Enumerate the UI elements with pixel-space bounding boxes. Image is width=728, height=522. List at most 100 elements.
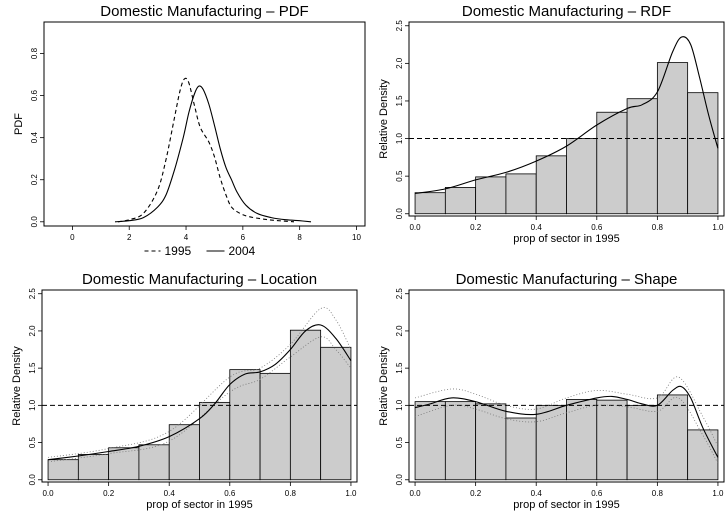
series-line-1995 xyxy=(117,77,295,223)
bar-2-6 xyxy=(566,138,598,215)
panel-title-2: Domestic Manufacturing – RDF xyxy=(462,3,671,20)
bar-3-8 xyxy=(259,372,291,481)
x-tick-label-2-4: 0.8 xyxy=(652,223,664,232)
x-tick-label-1-0: 0 xyxy=(70,233,75,242)
y-tick-label-3-3: 1.5 xyxy=(28,362,37,374)
bar-4-9 xyxy=(656,394,689,481)
y-tick-label-4-4: 2.0 xyxy=(395,325,404,337)
y-tick-label-3-5: 2.5 xyxy=(28,288,37,300)
bar-3-5 xyxy=(168,424,200,481)
y-tick-label-2-0: 0.0 xyxy=(395,208,404,220)
y-tick-label-4-2: 1.0 xyxy=(395,399,404,411)
y-axis-label-1: PDF xyxy=(13,113,25,135)
bar-4-7 xyxy=(596,399,628,481)
x-tick-label-2-2: 0.4 xyxy=(531,223,543,232)
bar-2-4 xyxy=(505,173,537,215)
x-tick-label-1-2: 4 xyxy=(184,233,189,242)
x-tick-label-2-3: 0.6 xyxy=(591,223,603,232)
y-tick-label-1-0: 0.0 xyxy=(30,216,39,228)
series-line-2004 xyxy=(114,85,312,223)
y-tick-label-4-5: 2.5 xyxy=(395,288,404,300)
bar-4-3 xyxy=(475,403,507,481)
bar-3-3 xyxy=(108,447,140,481)
panel-title-1: Domestic Manufacturing – PDF xyxy=(100,3,308,20)
bar-2-3 xyxy=(475,176,507,215)
bar-3-2 xyxy=(77,454,110,481)
plot-box-4 xyxy=(408,289,725,483)
x-tick-label-2-0: 0.0 xyxy=(409,223,421,232)
legend-label-2004: 2004 xyxy=(229,244,256,258)
x-tick-label-4-3: 0.6 xyxy=(591,489,603,498)
y-tick-label-4-3: 1.5 xyxy=(395,362,404,374)
y-tick-label-3-4: 2.0 xyxy=(28,325,37,337)
x-tick-label-4-5: 1.0 xyxy=(712,489,724,498)
band-upper-3 xyxy=(48,307,352,458)
y-tick-label-1-1: 0.2 xyxy=(30,174,39,186)
bar-4-6 xyxy=(566,398,598,481)
y-tick-label-2-5: 2.5 xyxy=(395,20,404,32)
bar-3-4 xyxy=(138,444,170,481)
bar-2-2 xyxy=(444,187,477,215)
x-tick-label-1-5: 10 xyxy=(352,233,361,242)
y-tick-label-2-3: 1.5 xyxy=(395,95,404,107)
band-lower-3 xyxy=(48,336,352,463)
bar-4-2 xyxy=(444,401,477,481)
x-tick-label-3-2: 0.4 xyxy=(164,489,176,498)
y-axis-label-4: Relative Density xyxy=(378,346,390,426)
bar-2-8 xyxy=(626,98,658,215)
x-tick-label-4-2: 0.4 xyxy=(531,489,543,498)
bar-3-6 xyxy=(199,401,231,481)
x-tick-label-4-4: 0.8 xyxy=(652,489,664,498)
x-tick-label-3-5: 1.0 xyxy=(345,489,357,498)
x-tick-label-2-1: 0.2 xyxy=(470,223,482,232)
plot-box-2 xyxy=(408,21,725,217)
band-lower-4 xyxy=(414,396,719,464)
y-tick-label-2-1: 0.5 xyxy=(395,170,404,182)
x-tick-label-3-1: 0.2 xyxy=(103,489,115,498)
bar-3-10 xyxy=(320,346,352,481)
x-tick-label-2-5: 1.0 xyxy=(712,223,724,232)
legend-label-1995: 1995 xyxy=(165,244,192,258)
y-tick-label-3-0: 0.0 xyxy=(28,474,37,486)
bar-3-7 xyxy=(229,369,261,481)
y-axis-label-2: Relative Density xyxy=(378,79,390,159)
bar-4-10 xyxy=(687,429,719,481)
smooth-curve-3 xyxy=(48,324,352,461)
y-axis-label-3: Relative Density xyxy=(11,346,23,426)
x-tick-label-4-0: 0.0 xyxy=(409,489,421,498)
bar-2-7 xyxy=(596,111,628,215)
bar-4-5 xyxy=(535,404,567,481)
smooth-curve-2 xyxy=(415,36,719,194)
y-tick-label-4-0: 0.0 xyxy=(395,474,404,486)
bar-3-1 xyxy=(47,459,79,481)
y-tick-label-3-1: 0.5 xyxy=(28,436,37,448)
y-tick-label-2-4: 2.0 xyxy=(395,57,404,69)
bar-4-4 xyxy=(505,417,537,481)
y-tick-label-2-2: 1.0 xyxy=(395,132,404,144)
x-axis-label-2: prop of sector in 1995 xyxy=(513,233,619,245)
x-tick-label-1-1: 2 xyxy=(127,233,132,242)
x-tick-label-1-3: 6 xyxy=(241,233,246,242)
bar-2-10 xyxy=(687,92,719,215)
smooth-curve-4 xyxy=(414,385,719,458)
x-axis-label-3: prop of sector in 1995 xyxy=(146,499,252,511)
bar-2-1 xyxy=(414,192,446,215)
x-tick-label-3-0: 0.0 xyxy=(42,489,54,498)
x-tick-label-4-1: 0.2 xyxy=(470,489,482,498)
y-tick-label-3-2: 1.0 xyxy=(28,399,37,411)
y-tick-label-1-3: 0.6 xyxy=(30,89,39,101)
x-tick-label-3-3: 0.6 xyxy=(224,489,236,498)
bar-4-1 xyxy=(414,401,446,481)
x-axis-label-4: prop of sector in 1995 xyxy=(513,499,619,511)
y-tick-label-1-4: 0.8 xyxy=(30,47,39,59)
y-tick-label-1-2: 0.4 xyxy=(30,132,39,144)
x-tick-label-1-4: 8 xyxy=(297,233,302,242)
plot-box-1 xyxy=(43,21,366,227)
panel-title-3: Domestic Manufacturing – Location xyxy=(82,271,317,288)
band-upper-4 xyxy=(415,376,719,447)
plot-box-3 xyxy=(41,289,358,483)
bar-4-8 xyxy=(626,404,658,481)
panel-title-4: Domestic Manufacturing – Shape xyxy=(456,271,678,288)
y-tick-label-4-1: 0.5 xyxy=(395,436,404,448)
